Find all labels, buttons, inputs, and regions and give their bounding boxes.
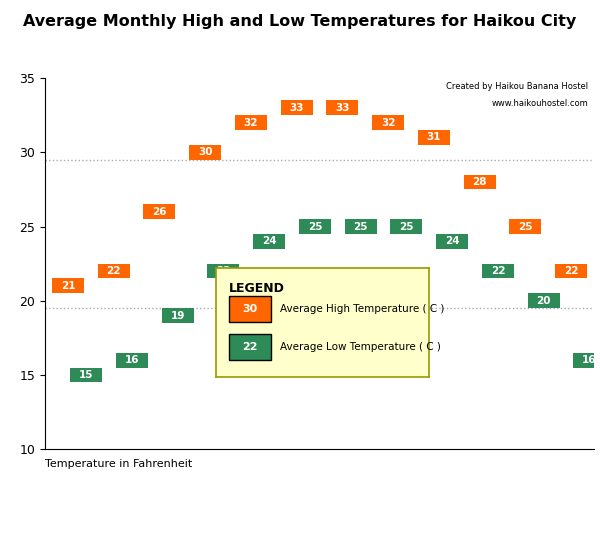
Bar xyxy=(574,353,600,368)
Bar xyxy=(555,263,587,278)
Text: 25: 25 xyxy=(308,222,322,232)
Text: NOV: NOV xyxy=(511,59,540,73)
Text: DEC: DEC xyxy=(558,59,584,73)
Text: LEGEND: LEGEND xyxy=(229,282,284,295)
Text: 22: 22 xyxy=(106,266,121,276)
Bar xyxy=(391,219,422,234)
Bar xyxy=(326,100,358,115)
FancyBboxPatch shape xyxy=(229,296,271,323)
Text: 30: 30 xyxy=(198,147,212,157)
Text: 90: 90 xyxy=(380,485,397,499)
Text: OCT: OCT xyxy=(466,59,493,73)
Bar xyxy=(143,204,175,219)
Text: 33: 33 xyxy=(335,103,350,113)
Bar xyxy=(98,263,130,278)
Text: 91: 91 xyxy=(334,485,350,499)
Text: 59: 59 xyxy=(59,512,76,525)
Bar xyxy=(161,308,194,323)
Bar xyxy=(527,294,560,308)
Bar xyxy=(372,115,404,130)
Text: 86: 86 xyxy=(197,485,214,499)
Bar xyxy=(482,263,514,278)
Bar xyxy=(509,219,541,234)
Text: 16: 16 xyxy=(125,355,139,365)
Text: APR: APR xyxy=(191,59,218,73)
Text: 20: 20 xyxy=(536,296,551,306)
Bar xyxy=(344,219,377,234)
Bar xyxy=(464,175,496,189)
Text: 22: 22 xyxy=(242,342,258,352)
Text: 33: 33 xyxy=(289,103,304,113)
Bar xyxy=(52,278,84,294)
Text: 75: 75 xyxy=(242,512,259,525)
Text: 15: 15 xyxy=(79,370,94,380)
Text: 90: 90 xyxy=(242,485,259,499)
Text: 25: 25 xyxy=(518,222,533,232)
Text: 70: 70 xyxy=(60,485,76,499)
Text: AUG: AUG xyxy=(374,59,402,73)
Text: 25: 25 xyxy=(353,222,368,232)
Text: JAN: JAN xyxy=(56,59,80,73)
Text: JUL: JUL xyxy=(332,59,353,73)
Text: 72: 72 xyxy=(563,485,579,499)
FancyBboxPatch shape xyxy=(229,334,271,360)
Text: 72: 72 xyxy=(197,512,213,525)
Bar xyxy=(70,368,102,382)
Text: 32: 32 xyxy=(381,118,395,128)
Bar xyxy=(281,100,313,115)
Text: 25: 25 xyxy=(399,222,413,232)
Bar xyxy=(436,234,468,249)
Text: 68: 68 xyxy=(517,512,533,525)
Text: 22: 22 xyxy=(564,266,578,276)
Bar xyxy=(208,263,239,278)
Text: FEB: FEB xyxy=(101,59,126,73)
Text: 22: 22 xyxy=(491,266,505,276)
Bar xyxy=(189,145,221,160)
Text: Average Low Temperature ( C ): Average Low Temperature ( C ) xyxy=(280,342,441,352)
Text: 79: 79 xyxy=(151,485,167,499)
Text: 77: 77 xyxy=(517,485,533,499)
Text: 77: 77 xyxy=(380,512,396,525)
Text: 16: 16 xyxy=(582,355,596,365)
Text: 22: 22 xyxy=(216,266,230,276)
Bar xyxy=(253,234,285,249)
Text: SEP: SEP xyxy=(421,59,446,73)
Text: 77: 77 xyxy=(334,512,350,525)
Text: 24: 24 xyxy=(262,237,277,247)
Text: www.haikouhostel.com: www.haikouhostel.com xyxy=(492,99,589,108)
Text: 75: 75 xyxy=(425,512,442,525)
Text: 91: 91 xyxy=(289,485,305,499)
Text: 61: 61 xyxy=(563,512,580,525)
Bar xyxy=(116,353,148,368)
Text: 32: 32 xyxy=(244,118,258,128)
Text: 31: 31 xyxy=(427,132,441,142)
Text: 72: 72 xyxy=(106,485,122,499)
Text: Average Monthly High and Low Temperatures for Haikou City: Average Monthly High and Low Temperature… xyxy=(23,14,577,29)
Text: 30: 30 xyxy=(242,304,258,314)
Text: 24: 24 xyxy=(445,237,460,247)
Text: 66: 66 xyxy=(151,512,167,525)
Text: 72: 72 xyxy=(472,512,488,525)
Text: Average High Temperature ( C ): Average High Temperature ( C ) xyxy=(280,304,444,314)
Text: 21: 21 xyxy=(61,281,75,291)
Text: 82: 82 xyxy=(472,485,488,499)
Text: Created by Haikou Banana Hostel: Created by Haikou Banana Hostel xyxy=(446,82,589,91)
Text: JUN: JUN xyxy=(284,59,308,73)
Text: 61: 61 xyxy=(106,512,122,525)
Text: 28: 28 xyxy=(472,177,487,187)
Text: 77: 77 xyxy=(289,512,305,525)
Text: MAR: MAR xyxy=(145,59,175,73)
Bar xyxy=(418,130,450,145)
Text: MAY: MAY xyxy=(237,59,265,73)
Text: Temperature in Fahrenheit: Temperature in Fahrenheit xyxy=(45,459,192,469)
Text: 19: 19 xyxy=(170,311,185,321)
Text: 26: 26 xyxy=(152,206,167,217)
Bar xyxy=(299,219,331,234)
Bar xyxy=(235,115,267,130)
Text: 88: 88 xyxy=(425,485,442,499)
